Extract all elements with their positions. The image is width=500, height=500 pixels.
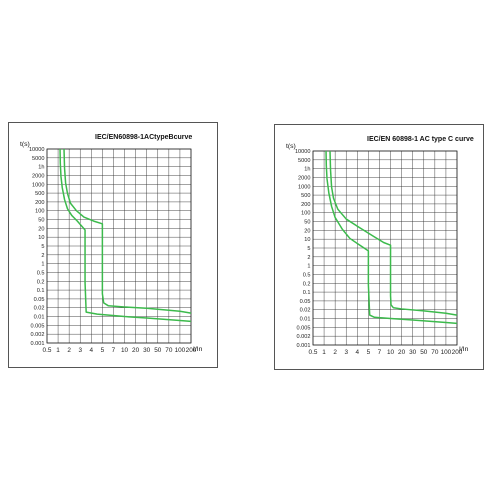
chart-c-curve-upper [329, 150, 458, 316]
chart-b-xtick: 4 [90, 347, 94, 354]
chart-b-ytick: 0.1 [37, 288, 45, 294]
chart-b-ytick: 20 [38, 226, 44, 232]
chart-c-ytick: 500 [301, 193, 310, 199]
chart-b-ytick: 10000 [29, 147, 45, 153]
chart-c-xtick: 3 [344, 349, 348, 356]
chart-c-ytick: 1h [304, 167, 310, 173]
chart-b-ytick: 5 [41, 244, 44, 250]
chart-b-ytick: 0.05 [34, 297, 45, 303]
chart-c-xlabel: I/In [459, 346, 469, 353]
chart-c-grid [312, 150, 458, 346]
chart-c-ytick: 0.1 [303, 290, 311, 296]
tripping-curve-c-panel: IEC/EN 60898-1 AC type C curve t(s) I/In… [274, 124, 484, 370]
chart-c-ytick: 0.01 [300, 317, 311, 323]
chart-c-xtick: 2 [333, 349, 337, 356]
chart-c-plot-frame [312, 150, 458, 346]
chart-b-xtick: 2 [67, 347, 71, 354]
chart-b-title: IEC/EN60898-1ACtypeBcurve [95, 134, 192, 141]
chart-b-ytick: 50 [38, 218, 44, 224]
chart-c-ytick: 100 [301, 211, 310, 217]
chart-c-xtick: 5 [367, 349, 371, 356]
chart-c-ylabel: t(s) [286, 143, 296, 150]
chart-c-ytick: 10 [304, 237, 310, 243]
chart-c-ytick: 2 [307, 255, 310, 261]
chart-b-ytick: 0.001 [31, 341, 45, 347]
chart-b-ytick: 0.5 [37, 270, 45, 276]
chart-b-grid [46, 148, 192, 344]
chart-b: IEC/EN60898-1ACtypeBcurve t(s) I/In 1000… [20, 134, 203, 354]
chart-b-ytick: 5000 [32, 156, 44, 162]
chart-c-xtick: 50 [420, 349, 428, 356]
chart-b-ytick: 1 [41, 262, 44, 268]
chart-b-ytick: 10 [38, 235, 44, 241]
chart-b-ytick: 0.2 [37, 279, 45, 285]
tripping-curve-b-panel: IEC/EN60898-1ACtypeBcurve t(s) I/In 1000… [8, 122, 218, 368]
chart-b-ticks: 1000050001h200010005002001005020105210.5… [29, 147, 197, 354]
chart-c: IEC/EN 60898-1 AC type C curve t(s) I/In… [286, 136, 474, 356]
chart-c-ytick: 0.002 [297, 334, 311, 340]
chart-b-ytick: 100 [35, 209, 44, 215]
chart-b-xtick: 100 [175, 347, 186, 354]
chart-b-ytick: 1000 [32, 182, 44, 188]
chart-c-curve-lower [325, 150, 458, 325]
chart-b-ytick: 1h [38, 165, 44, 171]
chart-c-xtick: 4 [356, 349, 360, 356]
chart-c-ytick: 10000 [295, 149, 311, 155]
chart-b-xtick: 10 [121, 347, 129, 354]
chart-b-ytick: 2 [41, 253, 44, 259]
chart-b-plot-frame [46, 148, 192, 344]
chart-b-xtick: 50 [154, 347, 162, 354]
chart-c-ytick: 5000 [298, 158, 310, 164]
chart-c-ytick: 0.2 [303, 281, 311, 287]
chart-b-curve-upper [63, 148, 192, 314]
chart-b-ytick: 200 [35, 200, 44, 206]
chart-c-xtick: 0.5 [309, 349, 318, 356]
chart-c-xtick: 30 [409, 349, 417, 356]
chart-b-xtick: 30 [143, 347, 151, 354]
chart-c-xtick: 7 [378, 349, 382, 356]
chart-c-ytick: 0.005 [297, 325, 311, 331]
chart-b-ytick: 2000 [32, 173, 44, 179]
chart-b-ytick: 0.005 [31, 323, 45, 329]
chart-b-ytick: 0.002 [31, 332, 45, 338]
chart-b-curves [59, 148, 192, 323]
chart-c-ytick: 0.5 [303, 272, 311, 278]
chart-b-xlabel: I/In [193, 346, 203, 353]
chart-b-xtick: 200 [186, 347, 197, 354]
chart-b-xtick: 1 [56, 347, 60, 354]
chart-c-ticks: 1000050001h200010005002001005020105210.5… [295, 149, 463, 356]
chart-b-xtick: 3 [78, 347, 82, 354]
chart-b-xtick: 5 [101, 347, 105, 354]
chart-c-ytick: 20 [304, 228, 310, 234]
chart-c-ytick: 2000 [298, 175, 310, 181]
chart-b-xtick: 7 [112, 347, 116, 354]
chart-c-title: IEC/EN 60898-1 AC type C curve [367, 136, 474, 143]
chart-b-xtick: 0.5 [43, 347, 52, 354]
chart-b-curve-lower [59, 148, 192, 323]
chart-c-ytick: 0.05 [300, 299, 311, 305]
chart-c-ytick: 5 [307, 246, 310, 252]
chart-c-xtick: 20 [398, 349, 406, 356]
chart-b-xtick: 20 [132, 347, 140, 354]
chart-c-xtick: 200 [452, 349, 463, 356]
chart-c-xtick: 100 [441, 349, 452, 356]
chart-b-ylabel: t(s) [20, 141, 30, 148]
chart-c-ytick: 50 [304, 220, 310, 226]
chart-b-ytick: 500 [35, 191, 44, 197]
chart-c-ytick: 0.001 [297, 343, 311, 349]
chart-c-xtick: 1 [322, 349, 326, 356]
chart-c-ytick: 0.02 [300, 308, 311, 314]
chart-c-xtick: 10 [387, 349, 395, 356]
chart-b-ytick: 0.01 [34, 315, 45, 321]
chart-c-ytick: 200 [301, 202, 310, 208]
chart-b-ytick: 0.02 [34, 306, 45, 312]
chart-c-ytick: 1000 [298, 184, 310, 190]
chart-b-xtick: 70 [165, 347, 173, 354]
chart-c-curves [325, 150, 458, 325]
chart-c-xtick: 70 [431, 349, 439, 356]
chart-c-ytick: 1 [307, 264, 310, 270]
